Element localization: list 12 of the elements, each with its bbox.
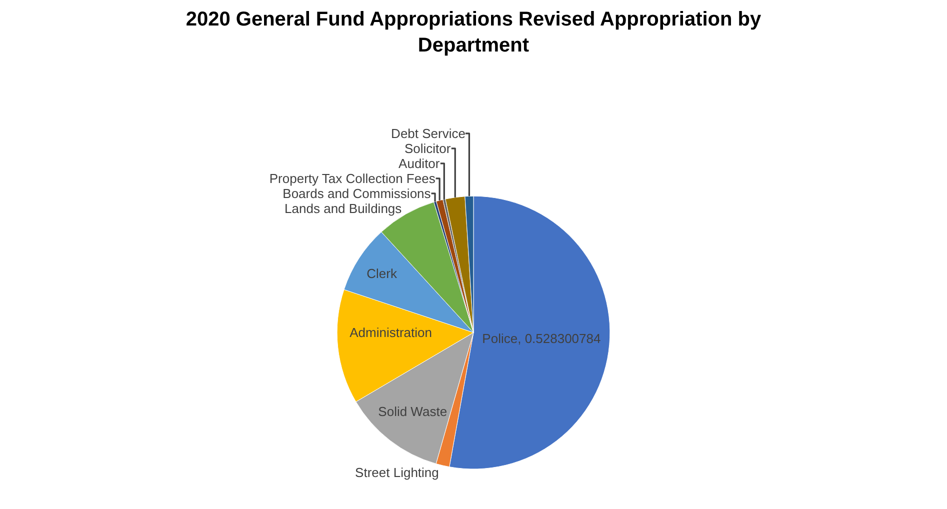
slice-label: Solicitor xyxy=(404,140,452,156)
slice-label: Administration xyxy=(350,325,432,340)
slice-label: Auditor xyxy=(398,156,440,171)
slice-label: Boards and Commissions xyxy=(282,186,432,201)
slice-label: Property Tax Collection Fees xyxy=(269,170,436,186)
slice-label: Clerk xyxy=(366,266,398,281)
chart-title: 2020 General Fund Appropriations Revised Appropriation by Department xyxy=(186,8,762,56)
slice-label: Street Lighting xyxy=(355,465,439,480)
slice-label: Police, 0.528300784 xyxy=(482,331,601,346)
slice-label: Debt Service xyxy=(391,126,466,141)
slice-label: Solid Waste xyxy=(378,404,448,419)
slice-label: Lands and Buildings xyxy=(284,200,402,216)
